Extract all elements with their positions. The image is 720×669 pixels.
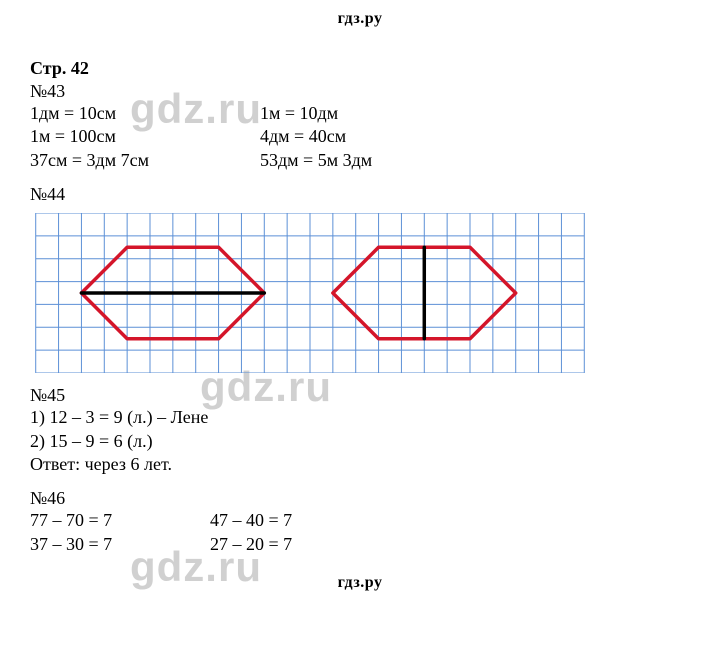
- eq-row: 37см = 3дм 7см 53дм = 5м 3дм: [30, 149, 690, 172]
- site-footer: гдз.ру: [30, 574, 690, 592]
- problem-44-num: №44: [30, 184, 690, 205]
- problem-45-num: №45: [30, 385, 690, 406]
- eq-cell: 1м = 10дм: [260, 102, 490, 125]
- eq-cell: 53дм = 5м 3дм: [260, 149, 490, 172]
- eq-row: 37 – 30 = 7 27 – 20 = 7: [30, 533, 690, 556]
- eq-cell: 4дм = 40см: [260, 125, 490, 148]
- eq-cell: 37см = 3дм 7см: [30, 149, 260, 172]
- page-reference: Стр. 42: [30, 58, 690, 79]
- problem-44: №44: [30, 184, 690, 373]
- eq-row: 1м = 100см 4дм = 40см: [30, 125, 690, 148]
- eq-cell: 1м = 100см: [30, 125, 260, 148]
- text-line: 1) 12 – 3 = 9 (л.) – Лене: [30, 406, 690, 429]
- eq-cell: 27 – 20 = 7: [210, 533, 440, 556]
- problem-46-num: №46: [30, 488, 690, 509]
- hexagon-grid-figure: [30, 213, 590, 373]
- problem-45: №45 1) 12 – 3 = 9 (л.) – Лене 2) 15 – 9 …: [30, 385, 690, 476]
- eq-cell: 1дм = 10см: [30, 102, 260, 125]
- eq-cell: 47 – 40 = 7: [210, 509, 440, 532]
- problem-46: №46 77 – 70 = 7 47 – 40 = 7 37 – 30 = 7 …: [30, 488, 690, 556]
- eq-cell: 77 – 70 = 7: [30, 509, 210, 532]
- eq-cell: 37 – 30 = 7: [30, 533, 210, 556]
- problem-43-num: №43: [30, 81, 690, 102]
- site-header: гдз.ру: [30, 10, 690, 28]
- eq-row: 1дм = 10см 1м = 10дм: [30, 102, 690, 125]
- problem-43: №43 1дм = 10см 1м = 10дм 1м = 100см 4дм …: [30, 81, 690, 172]
- grid-svg: [30, 213, 590, 373]
- eq-row: 77 – 70 = 7 47 – 40 = 7: [30, 509, 690, 532]
- text-line: Ответ: через 6 лет.: [30, 453, 690, 476]
- text-line: 2) 15 – 9 = 6 (л.): [30, 430, 690, 453]
